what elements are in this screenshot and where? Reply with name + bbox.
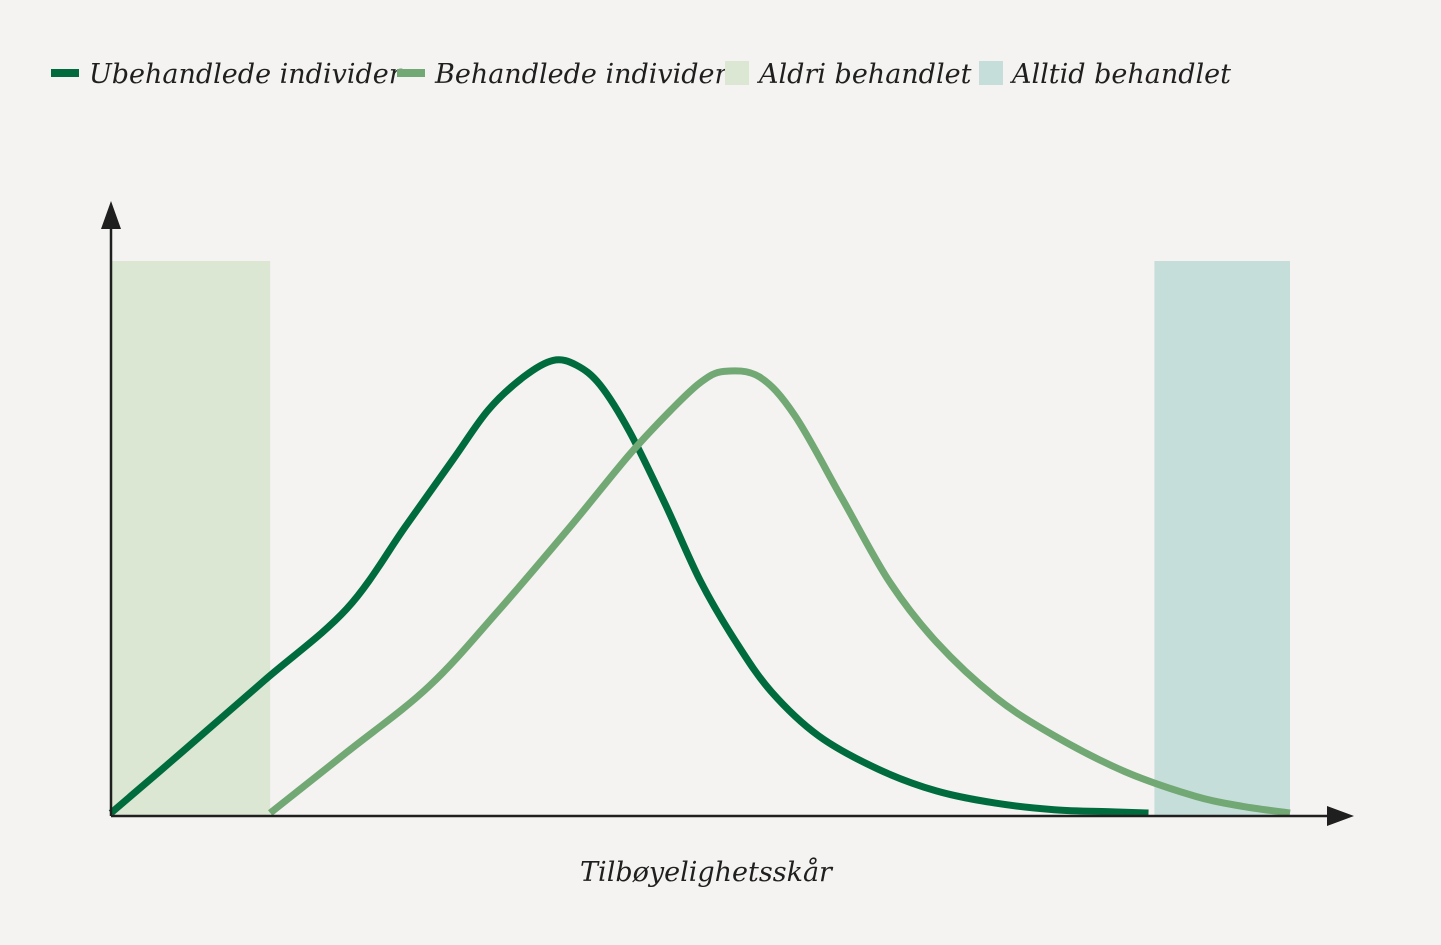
shaded-regions [111, 261, 1290, 816]
series-line-ubehandlede [108, 356, 1149, 817]
series-line-behandlede [268, 367, 1291, 817]
series-lines [108, 356, 1291, 817]
legend-swatch-aldri [725, 61, 749, 85]
y-axis-arrow [101, 201, 121, 229]
axes [101, 201, 1354, 826]
legend-label-behandlede: Behandlede individer [434, 59, 730, 90]
legend-swatch-alltid [979, 61, 1003, 85]
legend-label-aldri: Aldri behandlet [756, 59, 972, 90]
x-axis-label: Tilbøyelighetsskår [580, 856, 834, 888]
legend-swatch-ubehandlede [51, 69, 79, 77]
region-aldri-behandlet [111, 261, 271, 816]
x-axis-arrow [1327, 806, 1354, 826]
legend: Ubehandlede individer Behandlede individ… [51, 59, 1231, 90]
legend-swatch-behandlede [397, 69, 425, 77]
legend-label-ubehandlede: Ubehandlede individer [89, 59, 404, 90]
region-alltid-behandlet [1154, 261, 1290, 816]
legend-label-alltid: Alltid behandlet [1009, 59, 1231, 90]
